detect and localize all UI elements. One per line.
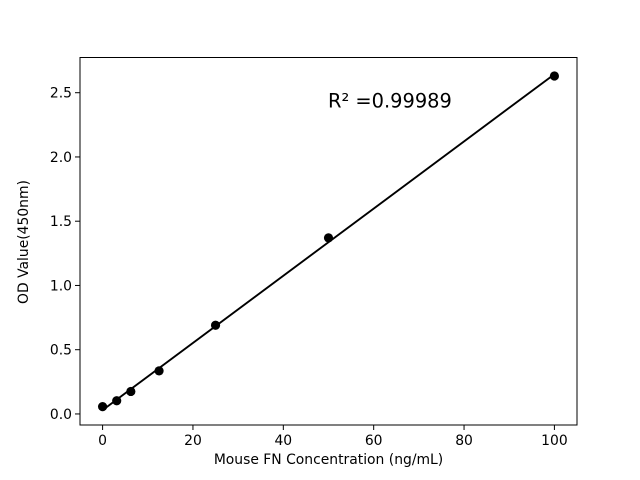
- data-point: [154, 366, 164, 376]
- x-axis-label: Mouse FN Concentration (ng/mL): [214, 452, 443, 468]
- data-points: [97, 71, 560, 412]
- data-point: [210, 320, 221, 330]
- x-tick-label: 60: [365, 433, 383, 449]
- x-tick-label: 20: [184, 433, 202, 449]
- data-point: [549, 71, 560, 81]
- x-axis-tick-labels: 0 20 40 60 80 100: [98, 433, 567, 449]
- y-tick-label: 2.5: [50, 86, 72, 102]
- y-axis-ticks: [75, 92, 80, 415]
- plot-area-border: [79, 57, 578, 426]
- y-tick-label: 2.0: [50, 150, 72, 166]
- y-axis-tick-labels: 0.0 0.5 1.0 1.5 2.0 2.5: [50, 86, 72, 423]
- x-tick-label: 40: [274, 433, 292, 449]
- x-tick-label: 80: [455, 433, 473, 449]
- r-squared-annotation: R² =0.99989: [328, 90, 452, 113]
- y-tick-label: 1.5: [50, 214, 72, 230]
- data-point: [323, 233, 334, 243]
- y-tick-label: 0.5: [50, 343, 72, 359]
- data-point: [112, 396, 122, 406]
- x-tick-label: 0: [98, 433, 107, 449]
- x-tick-label: 100: [541, 433, 568, 449]
- data-point: [126, 386, 136, 397]
- x-axis-ticks: [102, 425, 555, 430]
- y-axis-label: OD Value(450nm): [16, 180, 32, 304]
- y-tick-label: 1.0: [50, 278, 72, 294]
- y-tick-label: 0.0: [50, 407, 72, 423]
- data-point: [97, 402, 108, 412]
